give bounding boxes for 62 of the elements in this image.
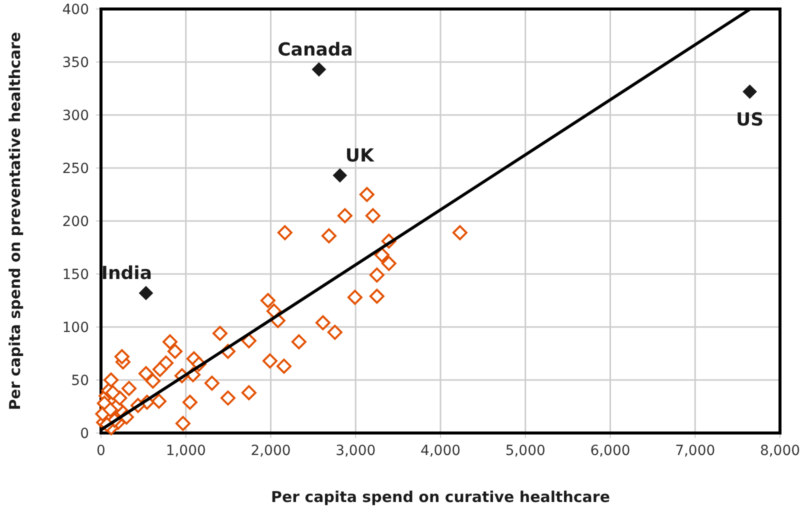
point [369, 288, 384, 304]
point [162, 334, 178, 350]
point [151, 394, 166, 409]
y-tick-label: 300 [62, 108, 89, 124]
point [138, 366, 154, 382]
point [369, 268, 384, 283]
annotation: Canada [278, 39, 353, 60]
y-tick-label: 400 [62, 2, 89, 18]
y-tick-label: 200 [62, 214, 89, 230]
point [182, 394, 198, 410]
point [332, 168, 347, 182]
y-tick-label: 150 [62, 267, 89, 283]
annotation: India [101, 263, 152, 284]
point [168, 344, 183, 359]
y-tick-label: 100 [62, 320, 89, 336]
y-tick-label: 250 [62, 161, 89, 177]
point [359, 187, 374, 202]
x-tick-label: 1,000 [166, 443, 206, 459]
point [114, 349, 130, 364]
point [365, 208, 380, 224]
point [321, 228, 336, 244]
point [105, 385, 120, 400]
point [381, 256, 396, 271]
point [241, 385, 256, 400]
point [122, 380, 137, 396]
x-tick-label: 6,000 [590, 443, 630, 459]
annotation: US [736, 110, 764, 131]
point [260, 293, 276, 308]
x-tick-label: 8,000 [760, 443, 800, 459]
x-tick-label: 7,000 [675, 443, 716, 459]
point [337, 208, 352, 224]
point [327, 324, 342, 340]
x-tick-label: 5,000 [505, 443, 546, 459]
point [145, 374, 160, 389]
y-tick-label: 0 [80, 426, 89, 442]
point [452, 225, 468, 240]
point [104, 372, 119, 388]
point [291, 334, 306, 350]
point [102, 402, 118, 418]
point [241, 333, 256, 348]
y-tick-label: 50 [71, 373, 89, 389]
point [204, 376, 220, 391]
point [152, 362, 168, 377]
x-tick-label: 0 [96, 443, 106, 459]
point [276, 358, 292, 374]
point [742, 84, 757, 99]
x-tick-label: 3,000 [336, 443, 376, 459]
point [262, 353, 278, 368]
point [220, 390, 236, 406]
y-axis-title: Per capita spend on preventative healthcare [6, 32, 24, 410]
x-tick-label: 4,000 [420, 443, 461, 459]
y-tick-label: 350 [62, 55, 89, 71]
point [138, 286, 153, 300]
point [315, 315, 330, 330]
x-tick-label: 2,000 [250, 443, 291, 459]
point [212, 326, 228, 341]
point [312, 62, 326, 76]
point [175, 416, 190, 431]
annotation: UK [345, 145, 375, 166]
point [277, 225, 292, 240]
x-axis-title: Per capita spend on curative healthcare [270, 488, 610, 506]
point [347, 290, 362, 305]
